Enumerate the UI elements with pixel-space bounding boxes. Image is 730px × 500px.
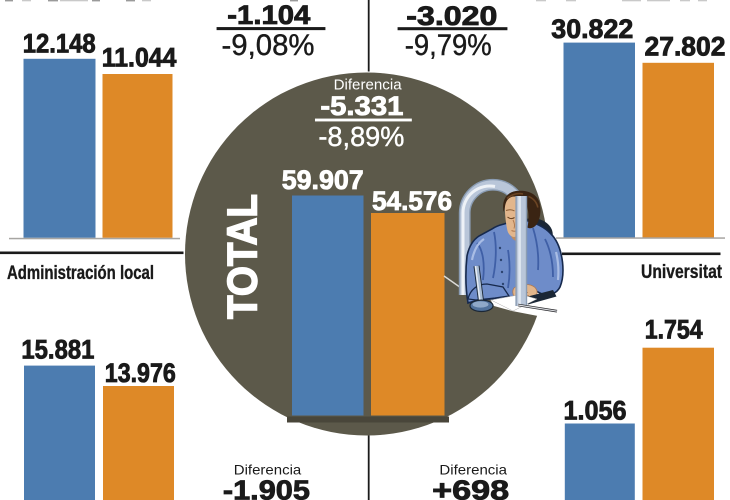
svg-text:Diferencia: Diferencia xyxy=(439,461,507,477)
svg-text:TOTAL: TOTAL xyxy=(219,194,266,319)
svg-text:1.056: 1.056 xyxy=(564,396,627,426)
svg-text:1.754: 1.754 xyxy=(645,314,703,344)
svg-text:-1.104: -1.104 xyxy=(227,0,310,30)
svg-text:59.907: 59.907 xyxy=(282,165,364,195)
svg-text:-3.020: -3.020 xyxy=(406,1,497,31)
svg-text:-9,79%: -9,79% xyxy=(405,29,492,62)
svg-text:30.822: 30.822 xyxy=(551,14,633,44)
svg-text:15.881: 15.881 xyxy=(21,335,94,365)
svg-text:12.148: 12.148 xyxy=(23,29,96,59)
svg-text:+698: +698 xyxy=(432,475,509,500)
svg-text:54.576: 54.576 xyxy=(372,186,452,216)
svg-text:-1.905: -1.905 xyxy=(223,475,310,500)
svg-text:Administración local: Administración local xyxy=(7,263,154,284)
svg-text:Diferencia: Diferencia xyxy=(234,461,302,477)
svg-text:-5.331: -5.331 xyxy=(320,91,403,121)
svg-text:11.044: 11.044 xyxy=(102,43,177,73)
svg-text:-8,89%: -8,89% xyxy=(318,121,404,152)
svg-text:Universitat: Universitat xyxy=(641,262,723,283)
svg-text:13.976: 13.976 xyxy=(105,358,176,388)
svg-text:-9,08%: -9,08% xyxy=(222,29,315,62)
svg-text:Diferencia: Diferencia xyxy=(334,77,403,93)
svg-text:27.802: 27.802 xyxy=(645,32,726,62)
